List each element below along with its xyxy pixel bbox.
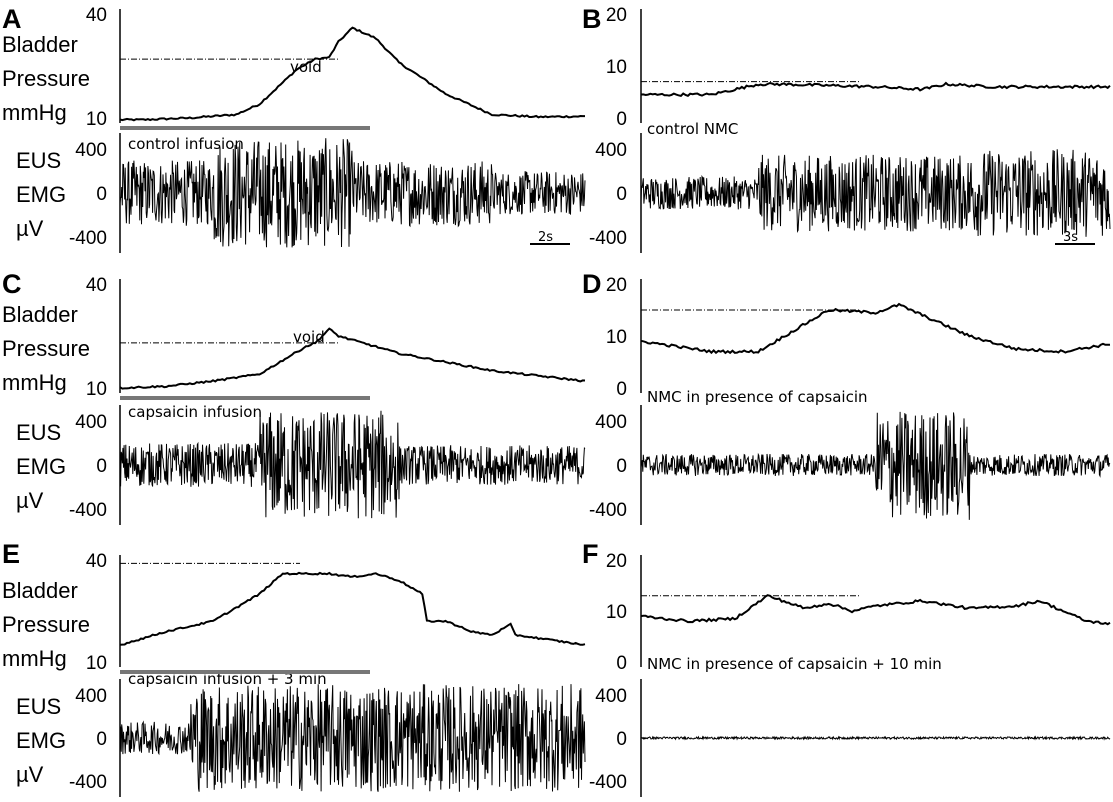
panel-c-pressure-label-2: mmHg xyxy=(2,370,67,395)
panel-a-emg-tick-2: -400 xyxy=(69,228,107,249)
panel-b-emg-tick-2: -400 xyxy=(589,228,627,249)
panel-b-emg-trace xyxy=(640,149,1111,237)
panel-a-pressure-label-1: Pressure xyxy=(2,66,90,91)
panel-e-pressure-label-2: mmHg xyxy=(2,646,67,671)
panel-e-pressure-label-0: Bladder xyxy=(2,578,78,603)
panel-e-emg-tick-1: 0 xyxy=(96,729,107,750)
panel-e-emg-tick-2: -400 xyxy=(69,772,107,793)
panel-f-pressure-trace xyxy=(640,594,1111,626)
panel-d-letter: D xyxy=(582,269,602,299)
panel-e: E Bladder Pressure mmHg EUS EMG µV capsaicin in… xyxy=(2,539,586,797)
panel-e-emg-trace xyxy=(119,684,586,792)
panel-e-pressure-tick-0: 40 xyxy=(86,551,107,572)
panel-e-pressure-trace xyxy=(119,571,586,646)
figure-panels: ABladderPressuremmHgEUSEMGµVvoidcontrol … xyxy=(2,4,1111,797)
panel-e-letter: E xyxy=(2,539,20,569)
panel-c-pressure-tick-1: 10 xyxy=(86,379,107,400)
panel-a-scale-label: 2s xyxy=(538,230,553,245)
panel-e-emg-tick-0: 400 xyxy=(75,686,107,707)
panel-c-condition-label: capsaicin infusion xyxy=(128,403,262,421)
panel-e-emg-label-2: µV xyxy=(16,762,44,787)
panel-f: F NMC in presence of capsaicin + 10 min 20… xyxy=(582,539,1111,797)
panel-e-pressure-label-1: Pressure xyxy=(2,612,90,637)
panel-a-pressure-tick-0: 40 xyxy=(86,5,107,26)
panel-a-emg-label-2: µV xyxy=(16,216,44,241)
panel-a-emg-trace xyxy=(119,138,586,248)
panel-b-pressure-tick-1: 10 xyxy=(606,57,627,78)
panel-c-emg-trace xyxy=(119,410,586,519)
panel-d-condition-label: NMC in presence of capsaicin xyxy=(647,388,868,406)
panel-e-pressure-tick-1: 10 xyxy=(86,653,107,674)
panel-c: CBladderPressuremmHgEUSEMGµVvoidcapsaici… xyxy=(2,269,586,525)
panel-c-pressure-label-0: Bladder xyxy=(2,302,78,327)
panel-f-emg-trace xyxy=(640,735,1111,741)
panel-c-emg-tick-0: 400 xyxy=(75,412,107,433)
panel-c-letter: C xyxy=(2,269,22,299)
panel-d-emg-tick-1: 0 xyxy=(616,456,627,477)
panel-a-pressure-label-2: mmHg xyxy=(2,100,67,125)
panel-c-emg-label-0: EUS xyxy=(16,420,61,445)
panel-a-pressure-trace xyxy=(119,26,585,122)
panel-d-pressure-tick-0: 20 xyxy=(606,275,627,296)
panel-d-pressure-trace xyxy=(640,302,1111,355)
panel-f-pressure-tick-1: 10 xyxy=(606,602,627,623)
panel-c-emg-tick-1: 0 xyxy=(96,456,107,477)
panel-a-emg-tick-1: 0 xyxy=(96,184,107,205)
panel-a-pressure-label-0: Bladder xyxy=(2,32,78,57)
panel-c-pressure-tick-0: 40 xyxy=(86,275,107,296)
panel-d-emg-tick-2: -400 xyxy=(589,500,627,521)
panel-a-annotation: void xyxy=(290,58,322,76)
panel-b-condition-label: control NMC xyxy=(647,120,738,138)
panel-f-condition-label: NMC in presence of capsaicin + 10 min xyxy=(647,655,942,673)
panel-a-condition-label: control infusion xyxy=(128,135,244,153)
panel-d-emg-tick-0: 400 xyxy=(595,412,627,433)
panel-c-emg-label-1: EMG xyxy=(16,454,66,479)
panel-f-emg-tick-1: 0 xyxy=(616,729,627,750)
panel-d-pressure-tick-1: 10 xyxy=(606,327,627,348)
panel-f-emg-tick-0: 400 xyxy=(595,686,627,707)
panel-c-emg-label-2: µV xyxy=(16,488,44,513)
panel-a-letter: A xyxy=(2,4,22,34)
panel-f-pressure-tick-0: 20 xyxy=(606,551,627,572)
panel-f-pressure-tick-2: 0 xyxy=(616,653,627,674)
panel-b-emg-tick-1: 0 xyxy=(616,184,627,205)
panel-f-letter: F xyxy=(582,539,599,569)
panel-e-emg-label-1: EMG xyxy=(16,728,66,753)
panel-c-emg-tick-2: -400 xyxy=(69,500,107,521)
panel-a-emg-tick-0: 400 xyxy=(75,140,107,161)
panel-e-emg-label-0: EUS xyxy=(16,694,61,719)
panel-b-emg-tick-0: 400 xyxy=(595,140,627,161)
panel-a-emg-label-1: EMG xyxy=(16,182,66,207)
panel-b-pressure-tick-2: 0 xyxy=(616,109,627,130)
panel-b-pressure-tick-0: 20 xyxy=(606,5,627,26)
panel-d-pressure-tick-2: 0 xyxy=(616,379,627,400)
panel-e-condition-label: capsaicin infusion + 3 min xyxy=(128,670,327,688)
panel-f-emg-tick-2: -400 xyxy=(589,772,627,793)
panel-c-pressure-label-1: Pressure xyxy=(2,336,90,361)
panel-b-letter: B xyxy=(582,4,602,34)
panel-a-emg-label-0: EUS xyxy=(16,148,61,173)
panel-b-scale-label: 3s xyxy=(1063,230,1078,245)
panel-b-pressure-trace xyxy=(640,81,1111,98)
panel-c-pressure-trace xyxy=(119,327,586,390)
panel-a-pressure-tick-1: 10 xyxy=(86,109,107,130)
panel-d: D NMC in presence of capsaicin 20 10 0 400 0 -4… xyxy=(582,269,1111,525)
panel-d-emg-trace xyxy=(640,411,1111,520)
